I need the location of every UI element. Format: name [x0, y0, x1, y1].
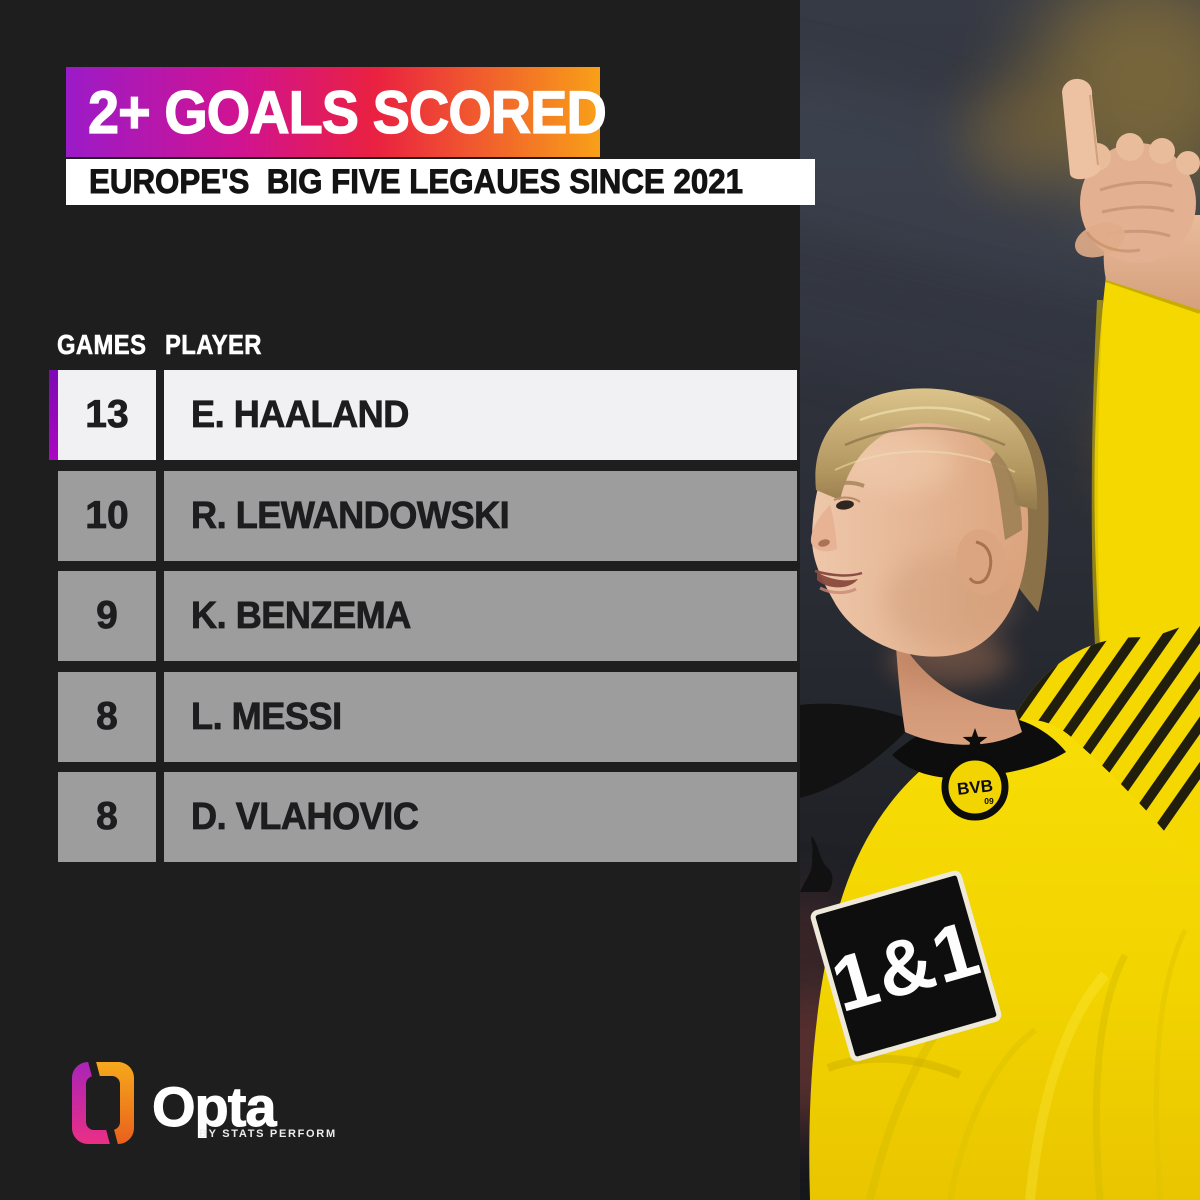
- puma-logo: [800, 836, 833, 892]
- mouth: [817, 572, 858, 588]
- eyebrow: [825, 480, 865, 490]
- player-photo: BVB 09 1&1: [728, 0, 1200, 1200]
- table-row: 8 D. VLAHOVIC: [0, 772, 800, 862]
- badge-star: [962, 728, 988, 752]
- badge-label: BVB: [956, 776, 994, 799]
- table-row: 13 E. HAALAND: [0, 370, 800, 460]
- opta-logo-icon: [72, 1062, 134, 1144]
- player-column-header: PLAYER: [165, 329, 262, 361]
- brand-name: Opta: [152, 1075, 278, 1139]
- page-title: 2+ GOALS SCORED: [87, 78, 607, 146]
- page-subtitle: EUROPE'S BIG FIVE LEGAUES SINCE 2021: [89, 162, 744, 201]
- table-row: 8 L. MESSI: [0, 672, 800, 762]
- bvb-badge: BVB 09: [941, 728, 1009, 821]
- haaland-photo-illustration: BVB 09 1&1: [728, 0, 1200, 1200]
- player-cell: K. BENZEMA: [164, 571, 797, 661]
- games-cell: 10: [58, 471, 156, 561]
- nostril: [818, 539, 830, 547]
- jersey-torso: [809, 719, 1200, 1200]
- player-cell: R. LEWANDOWSKI: [164, 471, 797, 561]
- table-row: 9 K. BENZEMA: [0, 571, 800, 661]
- subtitle-banner: EUROPE'S BIG FIVE LEGAUES SINCE 2021: [66, 159, 815, 205]
- games-cell: 8: [58, 772, 156, 862]
- pointing-hand: [1062, 78, 1200, 263]
- games-column-header: GAMES: [57, 329, 147, 361]
- games-cell: 8: [58, 672, 156, 762]
- sponsor-patch: 1&1: [810, 870, 1002, 1062]
- eye: [836, 500, 854, 510]
- table-row: 10 R. LEWANDOWSKI: [0, 471, 800, 561]
- games-cell: 9: [58, 571, 156, 661]
- ear: [956, 529, 1008, 595]
- badge-year: 09: [984, 796, 994, 806]
- games-cell: 13: [58, 370, 156, 460]
- player-cell: D. VLAHOVIC: [164, 772, 797, 862]
- hair-side: [990, 452, 1022, 540]
- head: [810, 388, 1049, 657]
- nose: [810, 505, 837, 552]
- player-cell: L. MESSI: [164, 672, 797, 762]
- shadow-shoulder: [800, 703, 915, 798]
- player-cell: E. HAALAND: [164, 370, 797, 460]
- hair-front: [815, 388, 1038, 510]
- highlight-accent-bar: [49, 370, 58, 460]
- title-banner: 2+ GOALS SCORED: [66, 67, 607, 157]
- brand-subtitle: BY STATS PERFORM: [199, 1128, 337, 1140]
